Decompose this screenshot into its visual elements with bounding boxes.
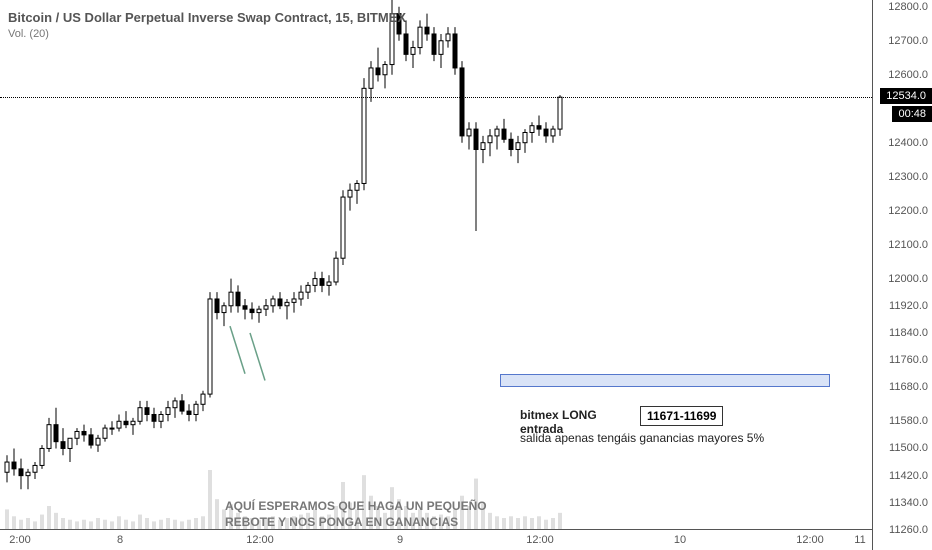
y-tick-label: 11920.0: [889, 300, 928, 312]
x-tick-label: 12:00: [526, 534, 554, 546]
chart-subtitle: Vol. (20): [8, 28, 49, 40]
x-tick-label: 2:00: [9, 534, 30, 546]
y-tick-label: 11340.0: [889, 497, 928, 509]
current-price-label: 12534.0: [880, 88, 932, 104]
y-tick-label: 11840.0: [889, 327, 928, 339]
y-tick-label: 12200.0: [888, 205, 928, 217]
x-tick-label: 12:00: [796, 534, 824, 546]
annotation-exit: salida apenas tengáis ganancias mayores …: [520, 431, 764, 445]
y-tick-label: 12300.0: [888, 171, 928, 183]
y-tick-label: 12000.0: [888, 273, 928, 285]
bottom-line2: REBOTE Y NOS PONGA EN GANANCIAS: [225, 515, 458, 529]
x-tick-label: 9: [397, 534, 403, 546]
chart-container[interactable]: 2:00 8 12:00 9 12:00 10 12:00 11: [0, 0, 872, 550]
y-tick-label: 11260.0: [889, 524, 928, 536]
entry-range-box: 11671-11699: [640, 406, 723, 426]
x-tick-label: 8: [117, 534, 123, 546]
y-tick-label: 11680.0: [889, 381, 928, 393]
y-tick-label: 12400.0: [888, 137, 928, 149]
bottom-line1: AQUÍ ESPERAMOS QUE HAGA UN PEQUEÑO: [225, 499, 487, 513]
x-tick-label: 12:00: [246, 534, 274, 546]
y-tick-label: 12700.0: [888, 35, 928, 47]
x-tick-label: 10: [674, 534, 686, 546]
annotation-line1: bitmex LONG: [520, 408, 597, 422]
current-price-line: [0, 97, 872, 98]
chart-title: Bitcoin / US Dollar Perpetual Inverse Sw…: [8, 10, 406, 25]
y-tick-label: 12600.0: [888, 69, 928, 81]
countdown-label: 00:48: [892, 106, 932, 122]
y-tick-label: 11580.0: [889, 415, 928, 427]
y-tick-label: 12800.0: [888, 1, 928, 13]
bottom-caption: AQUÍ ESPERAMOS QUE HAGA UN PEQUEÑO REBOT…: [225, 499, 487, 530]
y-axis: 12800.0 12700.0 12600.0 12534.0 12400.0 12300…: [872, 0, 932, 550]
entry-zone-box: [500, 374, 830, 388]
y-tick-label: 11420.0: [889, 470, 928, 482]
candlestick-chart: [0, 0, 872, 550]
y-tick-label: 11500.0: [889, 442, 928, 454]
y-tick-label: 11760.0: [889, 354, 928, 366]
y-tick-label: 12100.0: [888, 239, 928, 251]
x-tick-label: 11: [854, 534, 865, 546]
